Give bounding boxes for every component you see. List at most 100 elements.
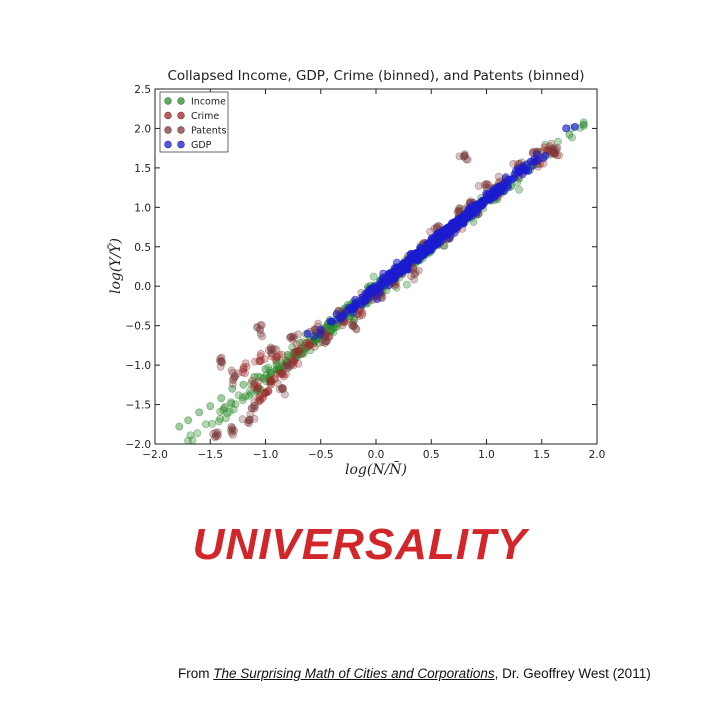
gdp-point: [539, 154, 548, 162]
crime-point: [271, 374, 279, 383]
gdp-point: [372, 285, 380, 294]
crime-point: [250, 380, 259, 389]
x-tick-label: −0.5: [308, 449, 334, 461]
patents-point: [411, 268, 420, 277]
income-point: [217, 394, 226, 403]
ticks-layer: −2.0 −1.5 −1.0 −0.5 0.0 0.5 1.0 1.5 2.0 −2.0 −1.5 −…: [126, 84, 606, 461]
gdp-point: [471, 203, 480, 212]
credit-prefix: From: [178, 666, 214, 681]
gdp-point: [316, 325, 325, 334]
patents-point: [349, 321, 358, 330]
y-tick-label: −2.0: [126, 439, 152, 451]
crime-point: [289, 357, 297, 366]
patents-point: [209, 429, 218, 438]
income-point: [216, 407, 225, 416]
patents-point: [244, 416, 253, 425]
patents-point: [227, 426, 235, 435]
gdp-point: [403, 264, 411, 273]
legend-label-crime: Crime: [191, 111, 219, 122]
patents-point: [228, 424, 237, 433]
patents-point: [410, 270, 419, 279]
crime-point: [267, 376, 275, 385]
gdp-point: [562, 124, 570, 133]
credit-suffix: , Dr. Geoffrey West (2011): [494, 666, 651, 681]
legend-label-gdp: GDP: [191, 140, 212, 151]
gdp-point: [449, 219, 458, 227]
crime-point: [238, 368, 247, 377]
income-point: [223, 409, 232, 418]
income-point: [193, 429, 202, 438]
patents-point: [217, 357, 226, 366]
y-tick-label: 1.0: [134, 202, 151, 214]
patents-point: [250, 398, 259, 407]
gdp-point: [571, 123, 579, 131]
patents-point: [460, 152, 469, 160]
x-tick-label: 0.0: [368, 449, 385, 461]
patents-point: [283, 361, 292, 369]
gdp-point: [411, 253, 420, 262]
income-point: [579, 120, 588, 129]
x-tick-label: 2.0: [589, 449, 606, 461]
patents-point: [482, 180, 490, 189]
y-tick-label: 1.5: [134, 163, 151, 175]
income-point: [206, 402, 215, 410]
x-tick-label: 0.5: [423, 449, 440, 461]
gdp-point: [309, 332, 318, 341]
y-tick-label: 2.0: [134, 123, 151, 135]
income-point: [261, 365, 270, 373]
legend-marker-patents: [177, 126, 185, 134]
income-point: [238, 393, 247, 402]
gdp-point: [493, 183, 502, 192]
gdp-point: [383, 275, 391, 284]
income-point: [239, 380, 248, 389]
patents-point: [227, 366, 236, 375]
x-tick-label: −2.0: [142, 449, 168, 461]
patents-point: [407, 272, 415, 280]
legend-marker-gdp: [177, 140, 185, 149]
crime-point: [294, 346, 303, 355]
income-point: [195, 408, 204, 417]
universality-headline: UNIVERSALITY: [192, 520, 528, 569]
income-point: [184, 416, 193, 425]
x-tick-label: 1.0: [478, 449, 495, 461]
x-tick-label: 1.5: [533, 449, 550, 461]
gdp-point: [432, 231, 441, 240]
legend-marker-gdp: [164, 140, 172, 149]
crime-point: [256, 357, 264, 366]
patents-point: [290, 332, 298, 340]
gdp-point: [405, 256, 413, 265]
income-point: [369, 272, 378, 281]
income-point: [208, 419, 216, 428]
patents-point: [258, 332, 267, 341]
gdp-point: [394, 266, 402, 275]
chart-title: Collapsed Income, GDP, Crime (binned), a…: [167, 68, 584, 84]
gdp-point: [515, 167, 524, 176]
y-tick-label: −1.5: [126, 400, 152, 412]
patents-point: [285, 333, 294, 342]
gdp-point: [482, 195, 491, 204]
x-axis-label: log(N/N̄): [345, 460, 407, 478]
gdp-point: [416, 246, 425, 255]
income-point: [216, 414, 224, 423]
patents-point: [268, 346, 277, 354]
gdp-point: [303, 329, 312, 338]
legend: Income Crime Patents GDP: [159, 91, 229, 153]
income-point: [515, 185, 523, 194]
crime-point: [241, 359, 250, 368]
x-tick-label: −1.5: [198, 449, 224, 461]
legend-marker-patents: [164, 126, 172, 134]
income-point: [402, 280, 411, 289]
patents-point: [256, 325, 264, 334]
legend-marker-crime: [164, 111, 172, 120]
income-point: [221, 414, 230, 423]
y-tick-label: 0.5: [134, 242, 151, 254]
book-title-link[interactable]: The Surprising Math of Cities and Corpor…: [213, 666, 495, 681]
patents-point: [548, 144, 557, 153]
crime-point: [279, 372, 288, 381]
y-tick-label: 0.0: [134, 281, 151, 293]
x-tick-label: −1.0: [253, 449, 279, 461]
patents-point: [257, 321, 266, 330]
patents-point: [278, 384, 286, 393]
income-point: [565, 130, 574, 139]
patents-point: [352, 325, 361, 334]
